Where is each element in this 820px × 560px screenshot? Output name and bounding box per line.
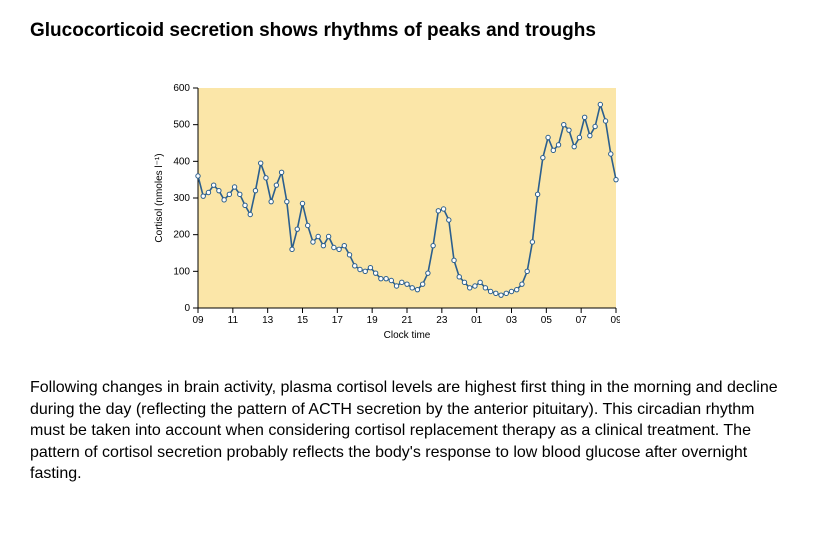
svg-text:21: 21: [401, 315, 413, 326]
svg-text:13: 13: [262, 315, 274, 326]
svg-text:600: 600: [173, 83, 190, 94]
svg-text:01: 01: [471, 315, 483, 326]
svg-text:200: 200: [173, 230, 190, 241]
svg-text:19: 19: [367, 315, 379, 326]
cortisol-chart: 0 100 200 300 400 500 600 09 11 13 15 17 19 21 23 01 03 0…: [150, 82, 790, 342]
page-title: Glucocorticoid secretion shows rhythms o…: [30, 20, 790, 42]
svg-text:300: 300: [173, 193, 190, 204]
svg-text:09: 09: [192, 315, 204, 326]
svg-text:400: 400: [173, 156, 190, 167]
svg-text:Cortisol (nmoles l⁻¹): Cortisol (nmoles l⁻¹): [154, 153, 165, 242]
svg-text:03: 03: [506, 315, 518, 326]
svg-text:17: 17: [332, 315, 344, 326]
svg-text:09: 09: [610, 315, 620, 326]
svg-text:11: 11: [228, 315, 239, 326]
svg-text:500: 500: [173, 120, 190, 131]
svg-text:0: 0: [184, 303, 190, 314]
body-paragraph: Following changes in brain activity, pla…: [30, 377, 790, 485]
svg-text:Clock time: Clock time: [384, 330, 431, 341]
svg-text:15: 15: [297, 315, 309, 326]
svg-text:100: 100: [173, 266, 190, 277]
svg-text:05: 05: [541, 315, 553, 326]
chart-svg: 0 100 200 300 400 500 600 09 11 13 15 17 19 21 23 01 03 0…: [150, 82, 620, 342]
svg-text:07: 07: [576, 315, 588, 326]
svg-text:23: 23: [436, 315, 448, 326]
